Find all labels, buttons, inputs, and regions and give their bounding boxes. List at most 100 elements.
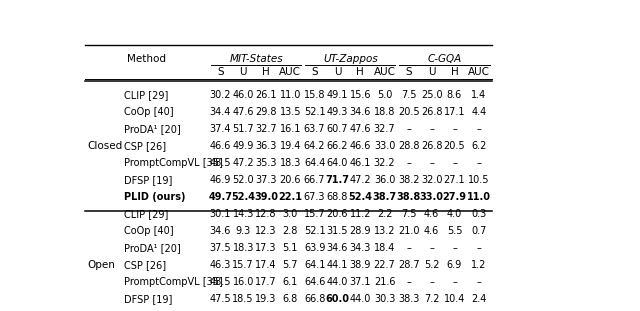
Text: PLID (ours): PLID (ours) bbox=[124, 192, 185, 202]
Text: PromptCompVL [35]: PromptCompVL [35] bbox=[124, 158, 223, 168]
Text: 31.5: 31.5 bbox=[326, 226, 348, 236]
Text: 4.6: 4.6 bbox=[424, 226, 439, 236]
Text: 64.0: 64.0 bbox=[327, 158, 348, 168]
Text: 2.8: 2.8 bbox=[283, 226, 298, 236]
Text: 60.7: 60.7 bbox=[326, 124, 348, 134]
Text: 5.7: 5.7 bbox=[282, 260, 298, 270]
Text: –: – bbox=[429, 277, 434, 287]
Text: S: S bbox=[406, 67, 412, 77]
Text: 6.1: 6.1 bbox=[283, 277, 298, 287]
Text: 6.9: 6.9 bbox=[447, 260, 462, 270]
Text: 30.1: 30.1 bbox=[210, 209, 231, 219]
Text: 49.1: 49.1 bbox=[327, 90, 348, 100]
Text: 18.4: 18.4 bbox=[374, 243, 396, 253]
Text: 32.2: 32.2 bbox=[374, 158, 396, 168]
Text: 5.0: 5.0 bbox=[377, 90, 392, 100]
Text: –: – bbox=[429, 124, 434, 134]
Text: 34.3: 34.3 bbox=[349, 243, 371, 253]
Text: 2.2: 2.2 bbox=[377, 209, 392, 219]
Text: 14.3: 14.3 bbox=[232, 209, 254, 219]
Text: 32.0: 32.0 bbox=[421, 175, 442, 185]
Text: 52.4: 52.4 bbox=[348, 192, 372, 202]
Text: 67.3: 67.3 bbox=[304, 192, 325, 202]
Text: U: U bbox=[333, 67, 341, 77]
Text: 37.3: 37.3 bbox=[255, 175, 276, 185]
Text: 71.7: 71.7 bbox=[325, 175, 349, 185]
Text: 7.2: 7.2 bbox=[424, 294, 440, 304]
Text: 4.4: 4.4 bbox=[471, 107, 486, 117]
Text: 29.8: 29.8 bbox=[255, 107, 276, 117]
Text: 63.9: 63.9 bbox=[304, 243, 325, 253]
Text: 21.6: 21.6 bbox=[374, 277, 396, 287]
Text: 16.0: 16.0 bbox=[232, 277, 254, 287]
Text: 27.1: 27.1 bbox=[444, 175, 465, 185]
Text: 28.8: 28.8 bbox=[398, 141, 420, 151]
Text: 3.0: 3.0 bbox=[283, 209, 298, 219]
Text: 4.0: 4.0 bbox=[447, 209, 462, 219]
Text: –: – bbox=[406, 277, 412, 287]
Text: –: – bbox=[452, 277, 457, 287]
Text: 64.1: 64.1 bbox=[304, 260, 325, 270]
Text: 18.8: 18.8 bbox=[374, 107, 396, 117]
Text: 49.7: 49.7 bbox=[209, 192, 232, 202]
Text: 18.5: 18.5 bbox=[232, 294, 254, 304]
Text: 1.2: 1.2 bbox=[471, 260, 486, 270]
Text: 52.4: 52.4 bbox=[231, 192, 255, 202]
Text: –: – bbox=[406, 243, 412, 253]
Text: 17.7: 17.7 bbox=[255, 277, 277, 287]
Text: –: – bbox=[452, 124, 457, 134]
Text: 46.9: 46.9 bbox=[210, 175, 231, 185]
Text: 35.3: 35.3 bbox=[255, 158, 276, 168]
Text: 37.4: 37.4 bbox=[210, 124, 231, 134]
Text: 48.5: 48.5 bbox=[210, 158, 231, 168]
Text: 6.2: 6.2 bbox=[471, 141, 486, 151]
Text: CSP [26]: CSP [26] bbox=[124, 141, 166, 151]
Text: S: S bbox=[311, 67, 318, 77]
Text: 46.6: 46.6 bbox=[349, 141, 371, 151]
Text: 16.1: 16.1 bbox=[280, 124, 301, 134]
Text: 12.8: 12.8 bbox=[255, 209, 276, 219]
Text: 64.6: 64.6 bbox=[304, 277, 325, 287]
Text: H: H bbox=[356, 67, 364, 77]
Text: U: U bbox=[428, 67, 435, 77]
Text: DFSP [19]: DFSP [19] bbox=[124, 175, 172, 185]
Text: 4.6: 4.6 bbox=[424, 209, 439, 219]
Text: 28.9: 28.9 bbox=[349, 226, 371, 236]
Text: 38.8: 38.8 bbox=[397, 192, 421, 202]
Text: 30.3: 30.3 bbox=[374, 294, 396, 304]
Text: 60.0: 60.0 bbox=[325, 294, 349, 304]
Text: 46.1: 46.1 bbox=[349, 158, 371, 168]
Text: 20.6: 20.6 bbox=[280, 175, 301, 185]
Text: 6.8: 6.8 bbox=[283, 294, 298, 304]
Text: 34.6: 34.6 bbox=[349, 107, 371, 117]
Text: 36.3: 36.3 bbox=[255, 141, 276, 151]
Text: 22.7: 22.7 bbox=[374, 260, 396, 270]
Text: 64.2: 64.2 bbox=[304, 141, 325, 151]
Text: 5.5: 5.5 bbox=[447, 226, 462, 236]
Text: 36.0: 36.0 bbox=[374, 175, 396, 185]
Text: 38.2: 38.2 bbox=[398, 175, 420, 185]
Text: 7.5: 7.5 bbox=[401, 209, 417, 219]
Text: 32.7: 32.7 bbox=[255, 124, 277, 134]
Text: CLIP [29]: CLIP [29] bbox=[124, 209, 168, 219]
Text: 13.5: 13.5 bbox=[280, 107, 301, 117]
Text: H: H bbox=[262, 67, 270, 77]
Text: AUC: AUC bbox=[279, 67, 301, 77]
Text: AUC: AUC bbox=[468, 67, 490, 77]
Text: Closed: Closed bbox=[87, 141, 122, 151]
Text: 17.1: 17.1 bbox=[444, 107, 465, 117]
Text: 2.4: 2.4 bbox=[471, 294, 486, 304]
Text: 20.5: 20.5 bbox=[444, 141, 465, 151]
Text: 12.3: 12.3 bbox=[255, 226, 276, 236]
Text: 48.5: 48.5 bbox=[210, 277, 231, 287]
Text: PromptCompVL [35]: PromptCompVL [35] bbox=[124, 277, 223, 287]
Text: 46.6: 46.6 bbox=[210, 141, 231, 151]
Text: 46.3: 46.3 bbox=[210, 260, 231, 270]
Text: 15.7: 15.7 bbox=[304, 209, 325, 219]
Text: –: – bbox=[406, 124, 412, 134]
Text: 37.1: 37.1 bbox=[349, 277, 371, 287]
Text: 21.0: 21.0 bbox=[398, 226, 420, 236]
Text: 64.4: 64.4 bbox=[304, 158, 325, 168]
Text: –: – bbox=[476, 277, 481, 287]
Text: 15.8: 15.8 bbox=[304, 90, 325, 100]
